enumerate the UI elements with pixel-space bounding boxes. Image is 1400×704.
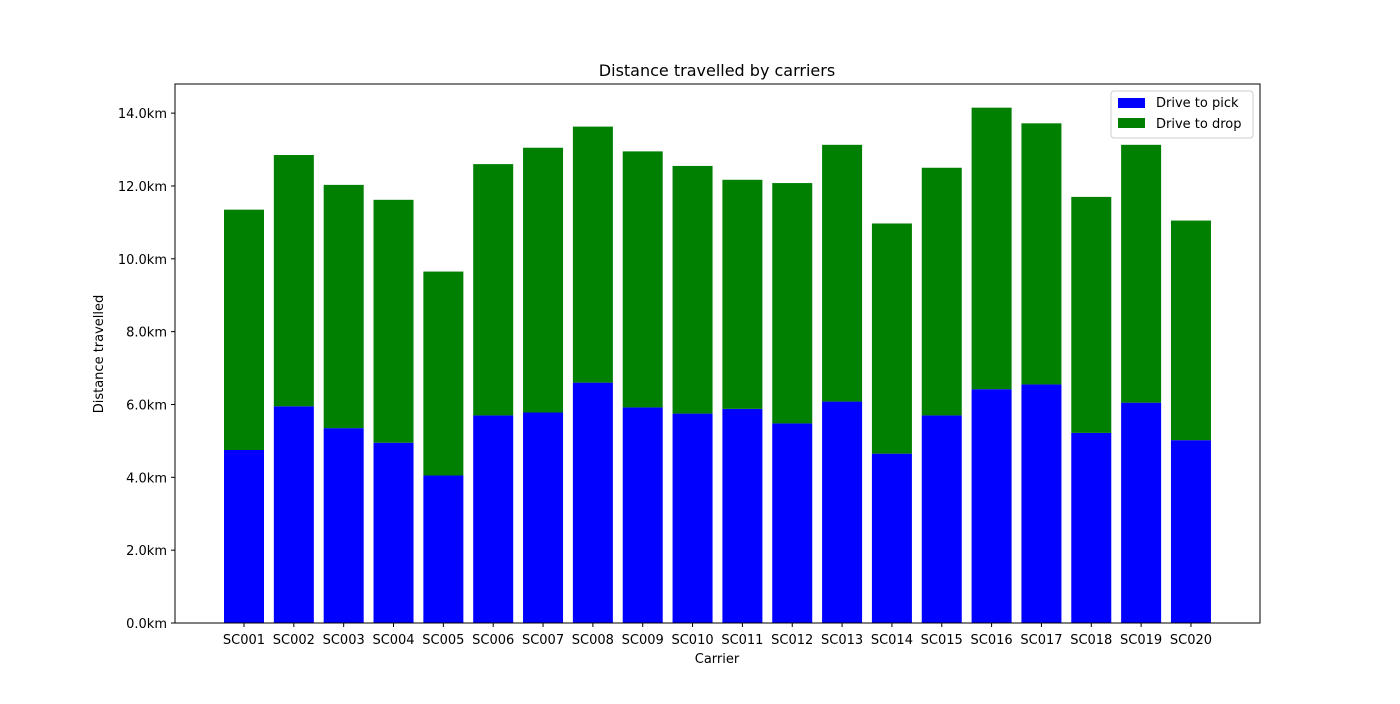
y-tick-label: 2.0km [126, 544, 167, 559]
bar-sc011-series-0 [722, 408, 763, 623]
bar-sc019-series-0 [1121, 402, 1162, 623]
bar-sc013-series-0 [822, 401, 863, 623]
legend-swatch-drive-to-pick [1118, 98, 1145, 108]
bar-sc017-series-1 [1021, 123, 1062, 385]
x-tick-label: SC004 [372, 633, 414, 648]
bar-sc011-series-1 [722, 179, 763, 409]
x-tick-label: SC002 [273, 633, 315, 648]
bar-sc010-series-1 [672, 165, 713, 414]
bar-sc006-series-1 [473, 164, 514, 416]
y-axis-title: Distance travelled [92, 295, 107, 414]
bar-sc001-series-0 [224, 450, 264, 623]
x-tick-label: SC005 [422, 633, 464, 648]
x-tick-label: SC014 [871, 633, 913, 648]
bar-sc018-series-0 [1071, 432, 1112, 623]
bar-sc001-series-1 [224, 209, 264, 451]
x-tick-label: SC008 [572, 633, 614, 648]
y-tick-label: 14.0km [118, 107, 167, 122]
x-tick-label: SC006 [472, 633, 514, 648]
y-tick-label: 12.0km [118, 180, 167, 195]
bar-sc006-series-0 [473, 415, 514, 623]
x-tick-label: SC009 [622, 633, 664, 648]
bar-sc008-series-1 [572, 126, 613, 383]
bar-sc009-series-0 [622, 407, 663, 623]
y-tick-label: 6.0km [126, 398, 167, 413]
bar-sc014-series-1 [871, 223, 912, 454]
bar-sc014-series-0 [871, 453, 912, 623]
bar-sc004-series-1 [373, 199, 414, 443]
bar-sc007-series-1 [523, 147, 564, 413]
x-tick-label: SC019 [1120, 633, 1162, 648]
x-tick-label: SC001 [223, 633, 265, 648]
bar-sc018-series-1 [1071, 196, 1112, 433]
bar-sc002-series-1 [273, 155, 314, 407]
plot-frame [174, 83, 1261, 624]
chart-title: Distance travelled by carriers [599, 61, 835, 80]
legend: Drive to pick Drive to drop [1110, 90, 1254, 139]
bar-sc017-series-0 [1021, 384, 1062, 623]
x-tick-label: SC018 [1070, 633, 1112, 648]
y-axis-ticks: 0.0km 2.0km 4.0km 6.0km 8.0km 10.0km 12.0km 14.… [118, 107, 175, 632]
bar-sc019-series-1 [1121, 144, 1162, 403]
bar-sc005-series-0 [423, 475, 464, 623]
bar-sc020-series-1 [1170, 220, 1211, 441]
y-tick-label: 0.0km [126, 617, 167, 632]
x-axis-ticks: SC001 SC002 SC003 SC004 SC005 SC006 SC007 SC008… [223, 623, 1212, 648]
bar-sc009-series-1 [622, 151, 663, 408]
y-tick-label: 10.0km [118, 253, 167, 268]
bar-sc003-series-1 [323, 184, 364, 429]
x-tick-label: SC015 [921, 633, 963, 648]
legend-label-drive-to-pick: Drive to pick [1156, 96, 1239, 111]
bar-sc007-series-0 [523, 412, 564, 623]
bar-sc016-series-0 [971, 389, 1012, 623]
x-axis-title: Carrier [695, 652, 740, 667]
x-tick-label: SC011 [721, 633, 763, 648]
bar-sc008-series-0 [572, 382, 613, 623]
bar-sc012-series-0 [772, 423, 813, 623]
y-tick-label: 8.0km [126, 326, 167, 341]
bar-sc010-series-0 [672, 413, 713, 623]
bar-sc003-series-0 [323, 428, 364, 623]
y-tick-label: 4.0km [126, 471, 167, 486]
bar-sc002-series-0 [273, 406, 314, 623]
legend-swatch-drive-to-drop [1118, 118, 1145, 128]
x-tick-label: SC007 [522, 633, 564, 648]
x-tick-label: SC012 [771, 633, 813, 648]
bar-sc004-series-0 [373, 442, 414, 623]
bar-sc020-series-0 [1170, 440, 1211, 623]
bar-sc013-series-1 [822, 144, 863, 402]
bar-sc016-series-1 [971, 107, 1012, 390]
x-tick-label: SC010 [671, 633, 713, 648]
bar-sc015-series-0 [921, 415, 962, 623]
bar-sc015-series-1 [921, 167, 962, 416]
legend-frame [1110, 90, 1254, 139]
x-tick-label: SC016 [971, 633, 1013, 648]
bars-layer [224, 107, 1211, 623]
bar-sc005-series-1 [423, 271, 464, 476]
x-tick-label: SC017 [1020, 633, 1062, 648]
bar-sc012-series-1 [772, 183, 813, 424]
x-tick-label: SC003 [323, 633, 365, 648]
x-tick-label: SC013 [821, 633, 863, 648]
legend-label-drive-to-drop: Drive to drop [1156, 117, 1242, 132]
x-tick-label: SC020 [1170, 633, 1212, 648]
